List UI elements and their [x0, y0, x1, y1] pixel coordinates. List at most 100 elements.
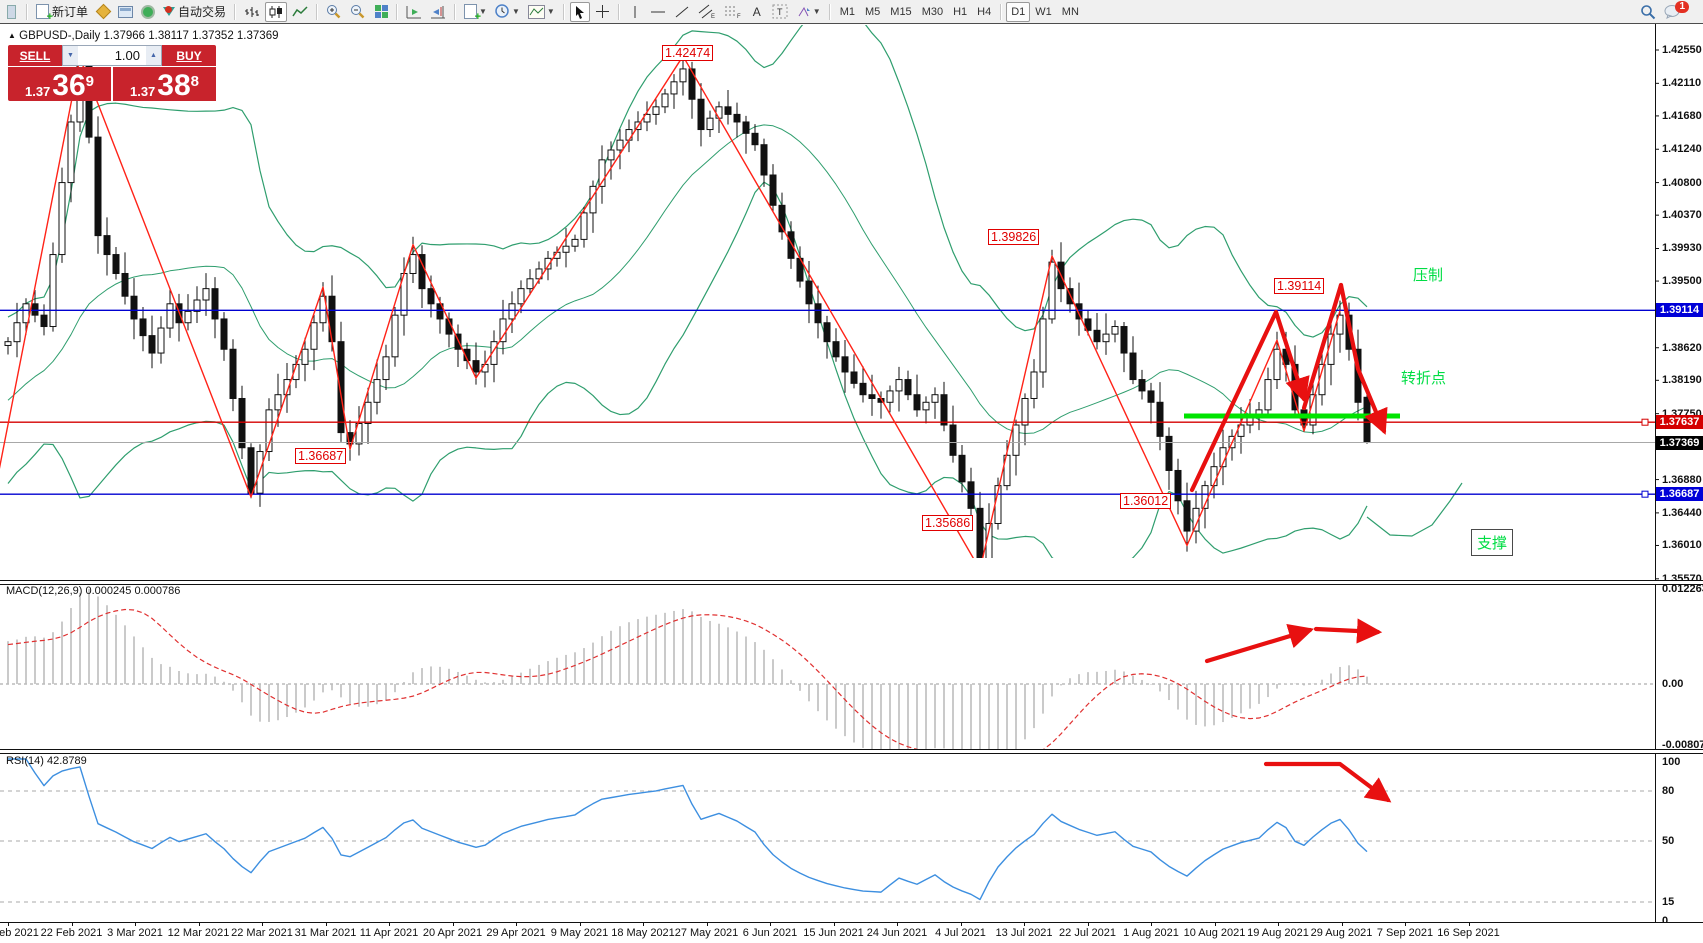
price-callout-label[interactable]: 1.35686 — [922, 515, 974, 531]
volume-increase-button[interactable]: ▲ — [146, 46, 161, 65]
profiles-button[interactable]: ▼ — [492, 2, 523, 22]
candle — [310, 322, 318, 350]
search-button[interactable] — [1637, 2, 1659, 22]
timeframe-M5[interactable]: M5 — [865, 5, 881, 18]
partial-icon[interactable] — [1, 2, 21, 22]
volume-value[interactable]: 1.00 — [114, 48, 140, 63]
candle — [211, 288, 219, 320]
candle — [625, 129, 633, 141]
candle — [508, 303, 516, 320]
date-tick — [770, 922, 771, 926]
volume-decrease-button[interactable]: ▼ — [63, 46, 78, 65]
search-icon — [1641, 4, 1656, 19]
trendline-tool[interactable] — [671, 2, 693, 22]
separator — [396, 3, 399, 20]
price-badge: 1.39114 — [1656, 303, 1703, 317]
bar-chart-type-button[interactable] — [241, 2, 263, 22]
candle — [121, 272, 129, 297]
price-tick: 1.38620 — [1662, 342, 1702, 354]
price-tick: 1.40800 — [1662, 177, 1702, 189]
new-chart-button[interactable]: + ▼ — [461, 2, 490, 23]
timeframe-H1[interactable]: H1 — [953, 5, 968, 18]
clock-icon — [495, 4, 509, 18]
panel-separator[interactable] — [0, 749, 1703, 754]
fibonacci-tool[interactable]: F — [721, 2, 745, 22]
candle — [679, 68, 687, 83]
candle — [958, 454, 966, 483]
date-tick — [1214, 922, 1216, 926]
vline-tool[interactable] — [625, 2, 645, 22]
timeframe-M15[interactable]: M15 — [890, 5, 912, 18]
resistance-annotation[interactable]: 压制 — [1413, 267, 1444, 284]
indicators-button[interactable]: ▼ — [525, 2, 558, 22]
candle — [94, 136, 102, 237]
timeframe-MN[interactable]: MN — [1061, 5, 1079, 18]
price-tick: 1.41680 — [1662, 110, 1702, 122]
auto-scroll-button[interactable] — [403, 2, 425, 22]
date-label: 11 Apr 2021 — [359, 927, 419, 939]
price-callout-label[interactable]: 1.39114 — [1274, 278, 1325, 294]
candle — [391, 314, 399, 358]
text-label-tool[interactable]: T — [769, 2, 791, 22]
collapse-triangle-icon[interactable]: ▲ — [8, 31, 16, 40]
crosshair-tool[interactable] — [592, 2, 613, 22]
candle — [355, 422, 363, 445]
cursor-tool[interactable] — [569, 1, 590, 22]
fibonacci-icon: F — [724, 6, 741, 19]
timeframe-W1[interactable]: W1 — [1035, 5, 1052, 18]
zoom-in-button[interactable] — [323, 2, 345, 22]
buy-button[interactable]: BUY — [162, 45, 216, 66]
support-annotation[interactable]: 支撑 — [1471, 529, 1514, 556]
timeframe-M30[interactable]: M30 — [921, 5, 944, 18]
candle — [715, 106, 723, 119]
candle — [967, 481, 975, 509]
sell-button[interactable]: SELL — [8, 45, 62, 66]
candle — [904, 379, 912, 396]
buy-price[interactable]: 1.37 38 8 — [113, 67, 216, 101]
candle-chart-type-button[interactable] — [265, 1, 288, 22]
chart-canvas[interactable] — [0, 24, 1703, 943]
candle — [1273, 348, 1281, 381]
autotrade-button[interactable]: 自动交易 — [160, 2, 229, 22]
timeframe-D1[interactable]: D1 — [1006, 1, 1031, 22]
price-callout-label[interactable]: 1.36012 — [1120, 493, 1172, 509]
price-badge: 1.37369 — [1656, 436, 1703, 450]
line-chart-type-button[interactable] — [289, 2, 311, 22]
price-callout-label[interactable]: 1.36687 — [295, 448, 347, 464]
notification-count-badge: 1 — [1675, 0, 1689, 13]
shapes-tool[interactable]: ▼ — [793, 2, 824, 22]
price-callout-label[interactable]: 1.42474 — [662, 45, 714, 61]
price-callout-label[interactable]: 1.39826 — [988, 229, 1040, 245]
date-label: 12 Mar 2021 — [167, 927, 230, 939]
channel-tool[interactable]: E — [695, 2, 719, 22]
date-label: 20 Apr 2021 — [422, 927, 483, 939]
macd-axis-label: 0.00 — [1662, 678, 1684, 690]
new-order-button[interactable]: + 新订单 — [33, 2, 91, 23]
price-tick: 1.36010 — [1662, 539, 1702, 551]
terminal-icon[interactable] — [115, 2, 136, 22]
notifications-button[interactable]: 1 — [1661, 0, 1698, 22]
candle — [1147, 390, 1155, 403]
candle — [751, 132, 759, 146]
chart-shift-button[interactable] — [427, 2, 449, 22]
candle — [769, 174, 777, 206]
date-tick — [1151, 922, 1152, 926]
sell-price[interactable]: 1.37 36 9 — [8, 67, 111, 101]
vertical-line-icon — [634, 5, 636, 18]
timeframe-H4[interactable]: H4 — [977, 5, 992, 18]
new-order-icon: + — [36, 4, 53, 23]
candle — [778, 204, 786, 233]
zoom-out-button[interactable] — [347, 2, 369, 22]
tile-windows-button[interactable] — [371, 2, 391, 22]
cleanup-icon[interactable] — [93, 2, 113, 22]
timeframe-M1[interactable]: M1 — [839, 5, 855, 18]
panel-separator[interactable] — [0, 580, 1703, 585]
text-tool[interactable]: A — [752, 4, 761, 19]
hline-tool[interactable] — [647, 2, 669, 22]
signal-icon[interactable] — [138, 2, 158, 22]
candle — [382, 356, 390, 381]
date-label: 29 Apr 2021 — [486, 927, 546, 939]
timeframe-bar: M1 M5 M15 M30 H1 H4 D1 W1 MN — [835, 1, 1084, 22]
turning-point-annotation[interactable]: 转折点 — [1401, 370, 1447, 387]
